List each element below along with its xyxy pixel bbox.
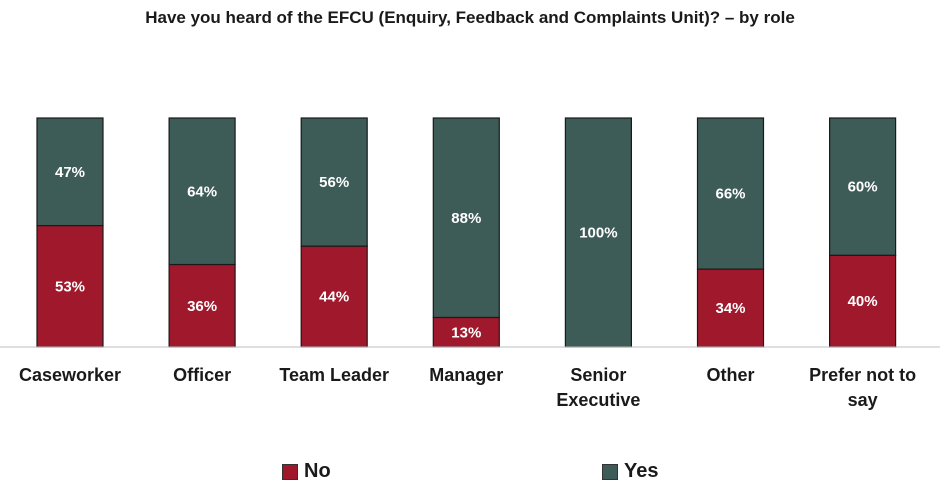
bar-no-manager xyxy=(432,316,500,348)
bar-yes-caseworker xyxy=(36,117,104,227)
label-yes-team-leader: 56% xyxy=(319,174,349,191)
label-no-manager: 13% xyxy=(451,324,481,341)
bar-yes-officer xyxy=(168,117,236,266)
category-label-team-leader: Team Leader xyxy=(279,365,389,385)
legend-label-no: No xyxy=(304,460,331,482)
label-yes-officer: 64% xyxy=(187,183,217,200)
bar-no-prefer-not-to-say xyxy=(828,254,897,348)
category-label-other: Other xyxy=(706,365,754,385)
label-no-team-leader: 44% xyxy=(319,289,349,306)
label-yes-manager: 88% xyxy=(451,210,481,227)
label-yes-other: 66% xyxy=(715,186,745,203)
category-label-caseworker: Caseworker xyxy=(19,365,121,385)
bar-yes-prefer-not-to-say xyxy=(828,117,897,256)
label-no-officer: 36% xyxy=(187,298,217,315)
label-no-prefer-not-to-say: 40% xyxy=(848,293,878,310)
category-label-manager: Manager xyxy=(429,365,503,385)
bar-no-officer xyxy=(168,263,236,348)
bar-yes-manager xyxy=(432,117,500,319)
category-label-officer: Officer xyxy=(173,365,231,385)
legend-label-yes: Yes xyxy=(624,460,659,482)
chart-title: Have you heard of the EFCU (Enquiry, Fee… xyxy=(145,8,795,27)
legend-swatch-no xyxy=(282,463,298,480)
category-label-prefer-not-to-say: Prefer not to say xyxy=(809,365,916,410)
label-yes-senior-executive: 100% xyxy=(579,225,617,242)
legend-swatch-yes xyxy=(602,463,618,480)
label-yes-prefer-not-to-say: 60% xyxy=(848,179,878,196)
legend-item-no: No xyxy=(282,460,331,483)
bar-no-team-leader xyxy=(300,245,368,348)
bar-yes-senior-executive xyxy=(564,117,633,348)
bar-yes-team-leader xyxy=(300,117,368,247)
label-yes-caseworker: 47% xyxy=(55,164,85,181)
legend-item-yes: Yes xyxy=(602,460,658,483)
category-label-senior-executive: Senior Executive xyxy=(556,365,640,410)
bar-no-other xyxy=(696,268,765,348)
label-no-caseworker: 53% xyxy=(55,278,85,295)
label-no-other: 34% xyxy=(715,300,745,317)
